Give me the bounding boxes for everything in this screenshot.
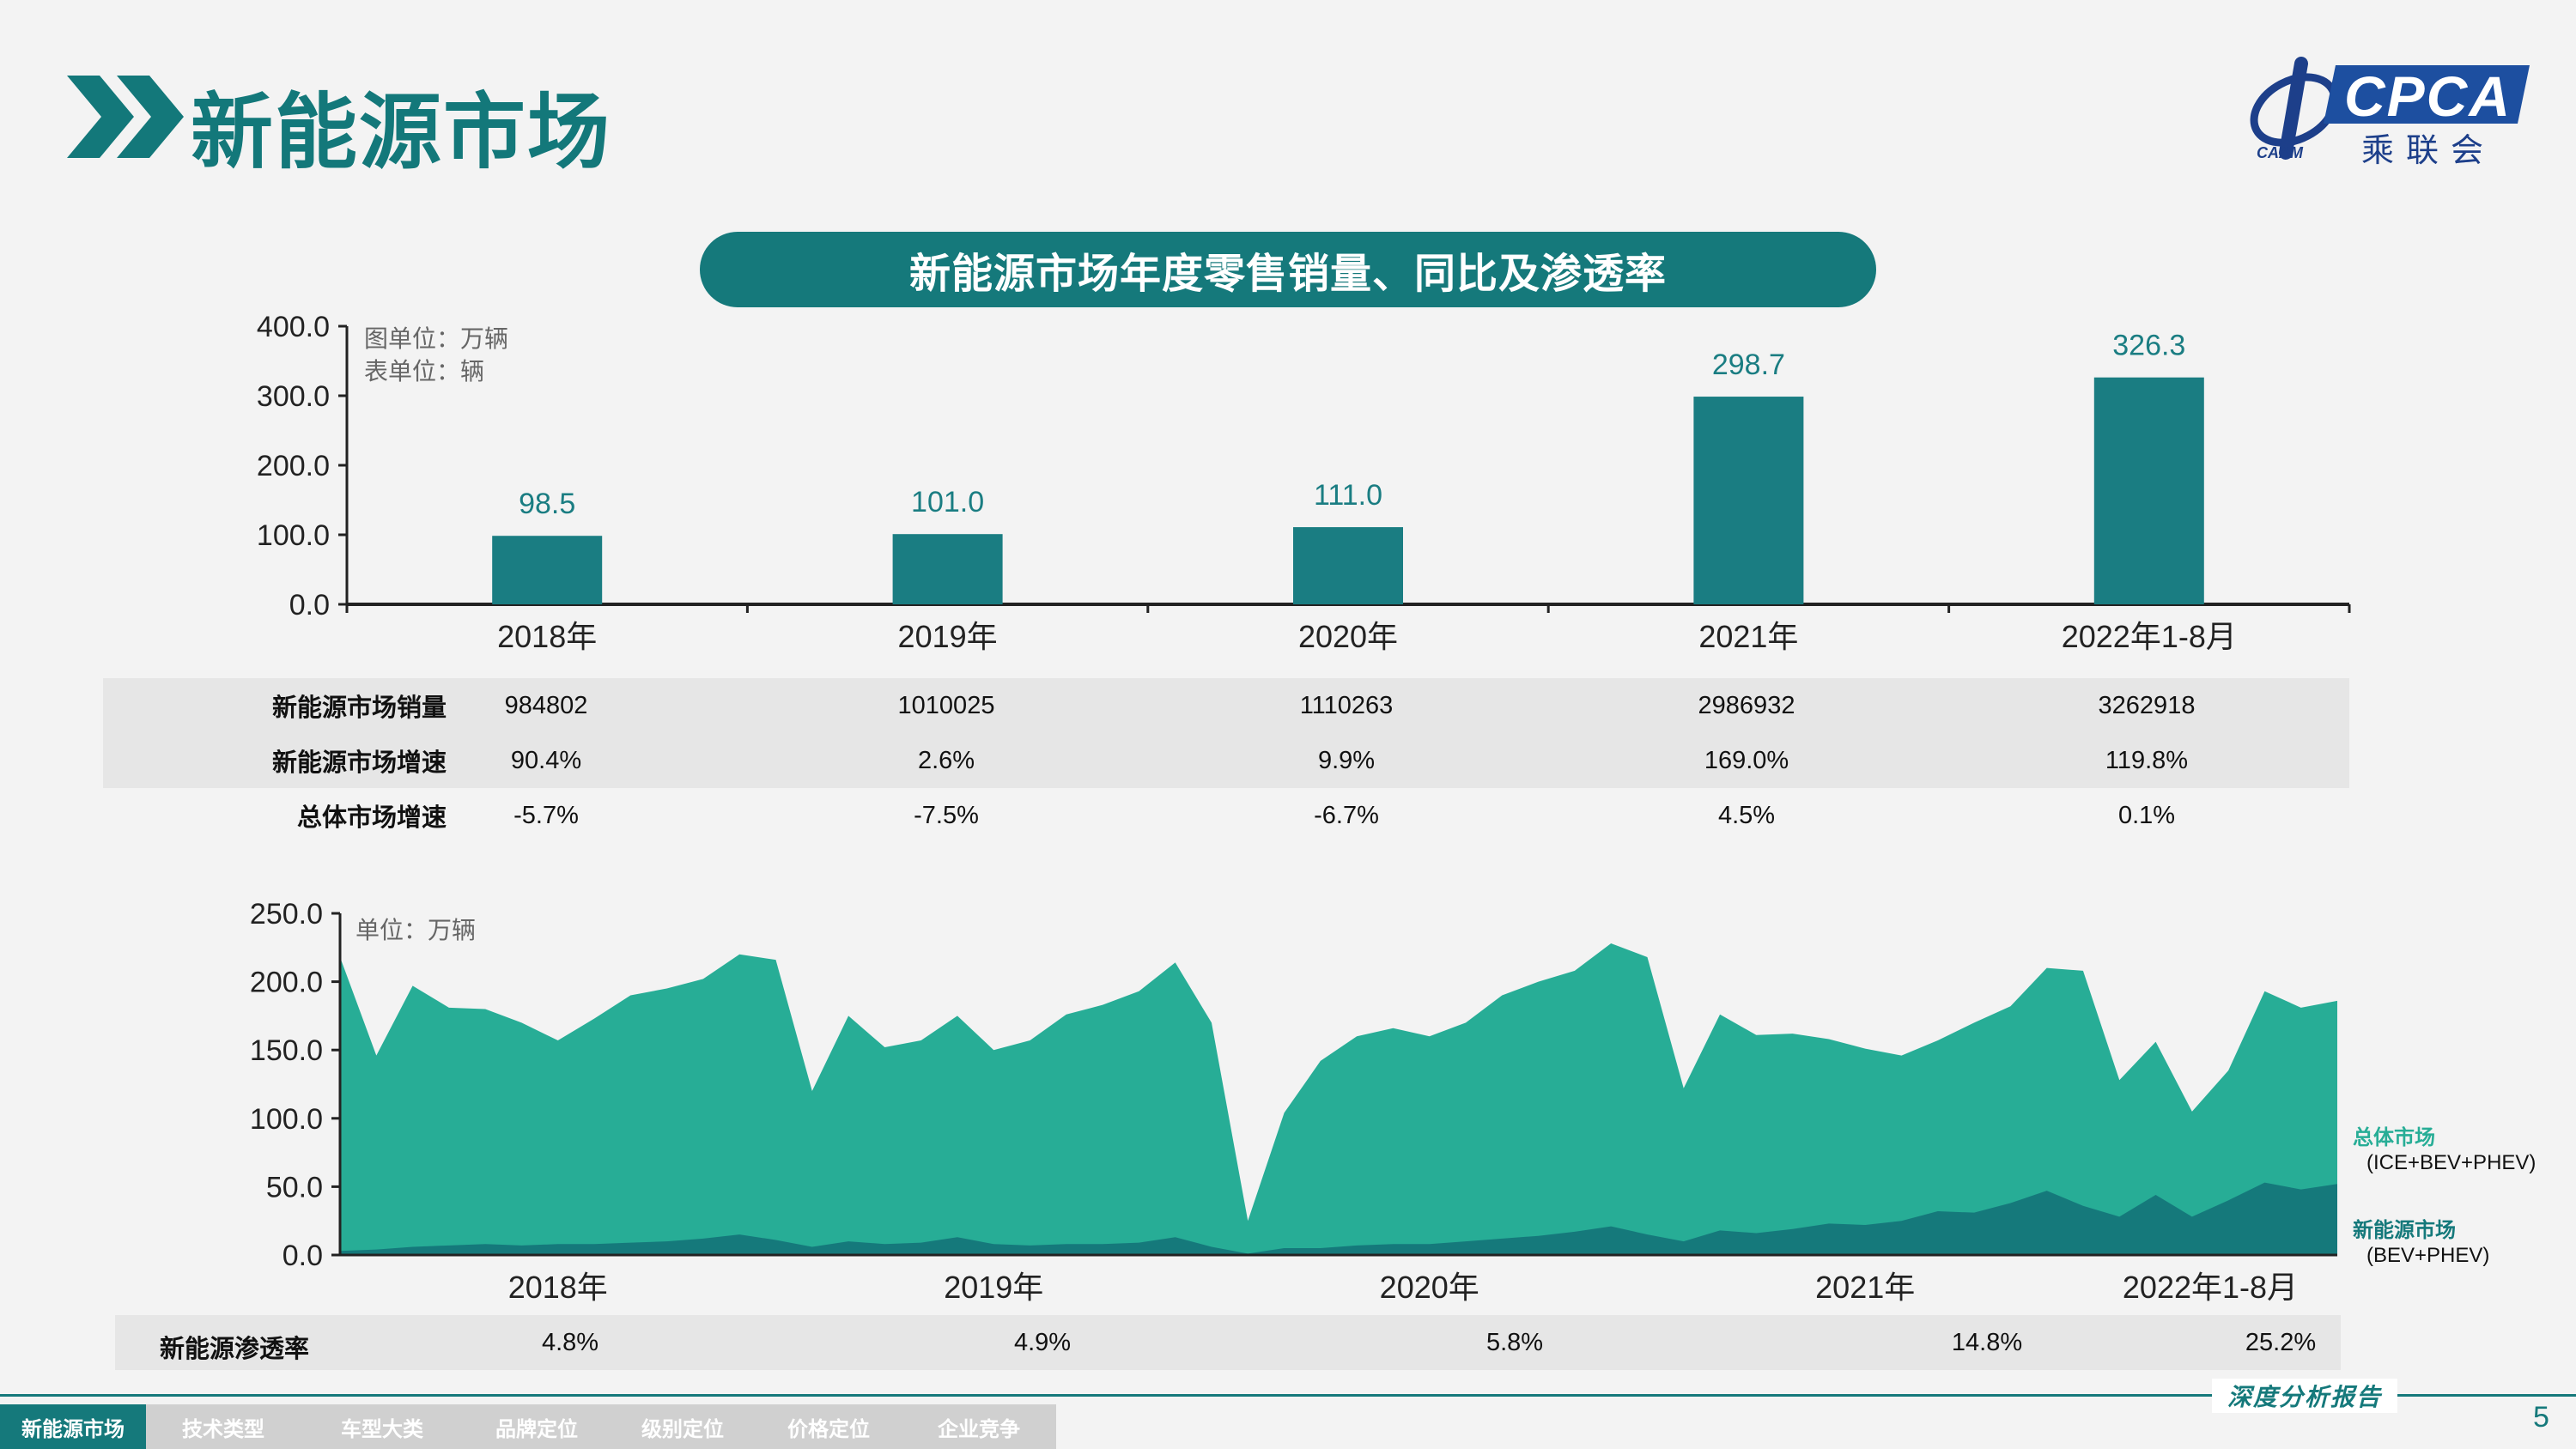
table-cell: 1110263: [1299, 691, 1394, 719]
x-category-label: 2022年1-8月: [2062, 619, 2237, 654]
table-cell: 0.1%: [2117, 801, 2176, 829]
penetration-cell: 4.8%: [541, 1329, 599, 1356]
table-cell: 119.8%: [2105, 746, 2189, 774]
legend-nev-market: 新能源市场 (BEV+PHEV): [2353, 1217, 2489, 1269]
table-cell: 2986932: [1698, 691, 1795, 719]
area-unit-note: 单位：万辆: [355, 916, 477, 944]
y-tick-label: 50.0: [266, 1171, 323, 1203]
tab-price-position[interactable]: 价格定位: [756, 1404, 902, 1449]
chevron-icon: [67, 76, 184, 158]
penetration-cell: 25.2%: [2245, 1329, 2317, 1356]
legend-sublabel: (BEV+PHEV): [2366, 1244, 2490, 1267]
x-category-label: 2018年: [497, 619, 597, 654]
table-cell: -5.7%: [513, 801, 579, 829]
x-year-label: 2020年: [1380, 1270, 1479, 1305]
table-cell: 169.0%: [1704, 746, 1789, 774]
table-cell: 3262918: [2098, 691, 2196, 719]
bar: [1693, 397, 1804, 604]
logo-latin: CPCA: [2344, 64, 2512, 128]
table-unit-note: 表单位：辆: [364, 357, 485, 385]
tab-enterprise-competition[interactable]: 企业竞争: [902, 1404, 1056, 1449]
legend-total-market: 总体市场 (ICE+BEV+PHEV): [2353, 1125, 2536, 1176]
penetration-cell: 5.8%: [1485, 1329, 1544, 1356]
table-cell: 2.6%: [917, 746, 975, 774]
table-cell: 90.4%: [510, 746, 582, 774]
table-cell: 4.5%: [1717, 801, 1776, 829]
area-total-market: [340, 943, 2337, 1255]
page-number: 5: [2533, 1401, 2549, 1434]
bar-value-label: 326.3: [2112, 330, 2185, 362]
table-row: 新能源市场增速 90.4% 2.6% 9.9% 169.0% 119.8%: [103, 733, 2349, 788]
y-tick-label: 0.0: [289, 589, 330, 621]
x-category-label: 2020年: [1298, 619, 1398, 654]
tab-level-position[interactable]: 级别定位: [610, 1404, 756, 1449]
y-tick-label: 250.0: [250, 898, 323, 931]
y-tick-label: 100.0: [257, 519, 330, 552]
bar-value-label: 101.0: [911, 486, 984, 518]
x-category-label: 2021年: [1698, 619, 1798, 654]
table-cell: -6.7%: [1314, 801, 1379, 829]
row-header: 总体市场增速: [296, 803, 447, 832]
bar: [892, 534, 1003, 604]
bar: [492, 536, 603, 604]
x-year-label: 2022年1-8月: [2123, 1270, 2298, 1305]
logo-chinese: 乘联会: [2361, 131, 2496, 169]
y-tick-label: 100.0: [250, 1103, 323, 1136]
bar: [1293, 527, 1403, 604]
table-row: 总体市场增速 -5.7% -7.5% -6.7% 4.5% 0.1%: [103, 788, 2349, 843]
page-title: 新能源市场: [191, 84, 611, 180]
unit-notes: 图单位：万辆 表单位：辆: [364, 323, 508, 388]
row-header: 新能源市场增速: [271, 748, 447, 777]
logo-small: CAAM: [2257, 144, 2303, 161]
bar-value-label: 98.5: [519, 488, 575, 520]
y-tick-label: 150.0: [250, 1034, 323, 1067]
chart-banner-title: 新能源市场年度零售销量、同比及渗透率: [700, 232, 1876, 307]
cpca-logo: CPCA 乘联会 CAAM: [2241, 57, 2533, 169]
table-cell: -7.5%: [914, 801, 979, 829]
table-row: 新能源市场销量 984802 1010025 1110263 2986932 3…: [103, 678, 2349, 733]
row-header: 新能源市场销量: [271, 693, 447, 722]
penetration-cell: 4.9%: [1013, 1329, 1072, 1356]
penetration-row: 新能源渗透率 4.8% 4.9% 5.8% 14.8% 25.2%: [115, 1315, 2341, 1370]
x-category-label: 2019年: [898, 619, 998, 654]
legend-label: 总体市场: [2353, 1125, 2435, 1149]
legend-label: 新能源市场: [2353, 1218, 2456, 1242]
tab-brand-position[interactable]: 品牌定位: [464, 1404, 610, 1449]
penetration-cell: 14.8%: [1951, 1329, 2023, 1356]
tab-nev-market[interactable]: 新能源市场: [0, 1404, 146, 1449]
y-tick-label: 0.0: [283, 1240, 323, 1272]
bar: [2093, 377, 2204, 604]
x-year-label: 2021年: [1815, 1270, 1915, 1305]
tab-tech-type[interactable]: 技术类型: [146, 1404, 301, 1449]
table-cell: 1010025: [897, 691, 995, 719]
tab-vehicle-class[interactable]: 车型大类: [301, 1404, 464, 1449]
table-cell: 9.9%: [1317, 746, 1376, 774]
bar-value-label: 111.0: [1314, 479, 1382, 512]
area-nev-market: [340, 1182, 2337, 1255]
y-tick-label: 300.0: [257, 380, 330, 413]
section-tabs: 新能源市场 技术类型 车型大类 品牌定位 级别定位 价格定位 企业竞争: [0, 1404, 1056, 1449]
y-tick-label: 200.0: [257, 450, 330, 482]
y-tick-label: 400.0: [257, 311, 330, 343]
y-tick-label: 200.0: [250, 967, 323, 999]
chart-unit-note: 图单位：万辆: [364, 324, 509, 353]
table-cell: 984802: [504, 691, 588, 719]
x-year-label: 2018年: [508, 1270, 608, 1305]
footer-note: 深度分析报告: [2212, 1379, 2398, 1413]
row-header: 新能源渗透率: [160, 1334, 310, 1363]
legend-sublabel: (ICE+BEV+PHEV): [2366, 1151, 2537, 1174]
footer-divider: [0, 1394, 2576, 1397]
x-year-label: 2019年: [944, 1270, 1043, 1305]
bar-value-label: 298.7: [1712, 349, 1785, 381]
